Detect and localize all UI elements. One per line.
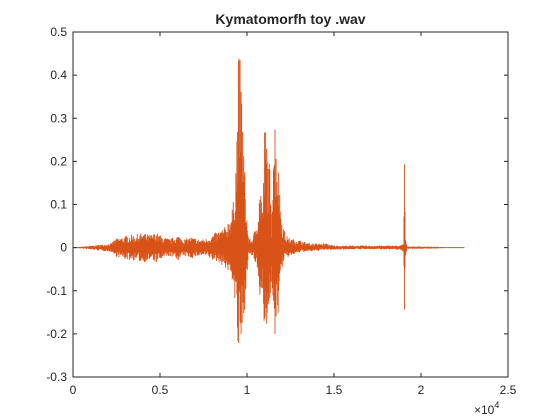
x-tick-label: 1 [244, 383, 251, 397]
y-tick-label: 0.2 [50, 154, 67, 168]
x-tick-label: 2.5 [500, 383, 517, 397]
y-tick-label: -0.1 [46, 284, 67, 298]
y-tick-label: 0.3 [50, 111, 67, 125]
x-tick-label: 1.5 [326, 383, 343, 397]
x-axis-multiplier: ×104 [474, 400, 499, 417]
x-tick-label: 0.5 [152, 383, 169, 397]
y-tick-label: 0.5 [50, 25, 67, 39]
x-tick-label: 2 [418, 383, 425, 397]
y-tick-label: 0.1 [50, 198, 67, 212]
y-tick-label: -0.3 [46, 370, 67, 384]
y-tick-label: 0 [60, 241, 67, 255]
y-tick-label: 0.4 [50, 68, 67, 82]
plot-background [73, 32, 508, 377]
y-tick-label: -0.2 [46, 327, 67, 341]
chart-title: Kymatomorfh toy .wav [215, 11, 365, 27]
x-tick-label: 0 [70, 383, 77, 397]
